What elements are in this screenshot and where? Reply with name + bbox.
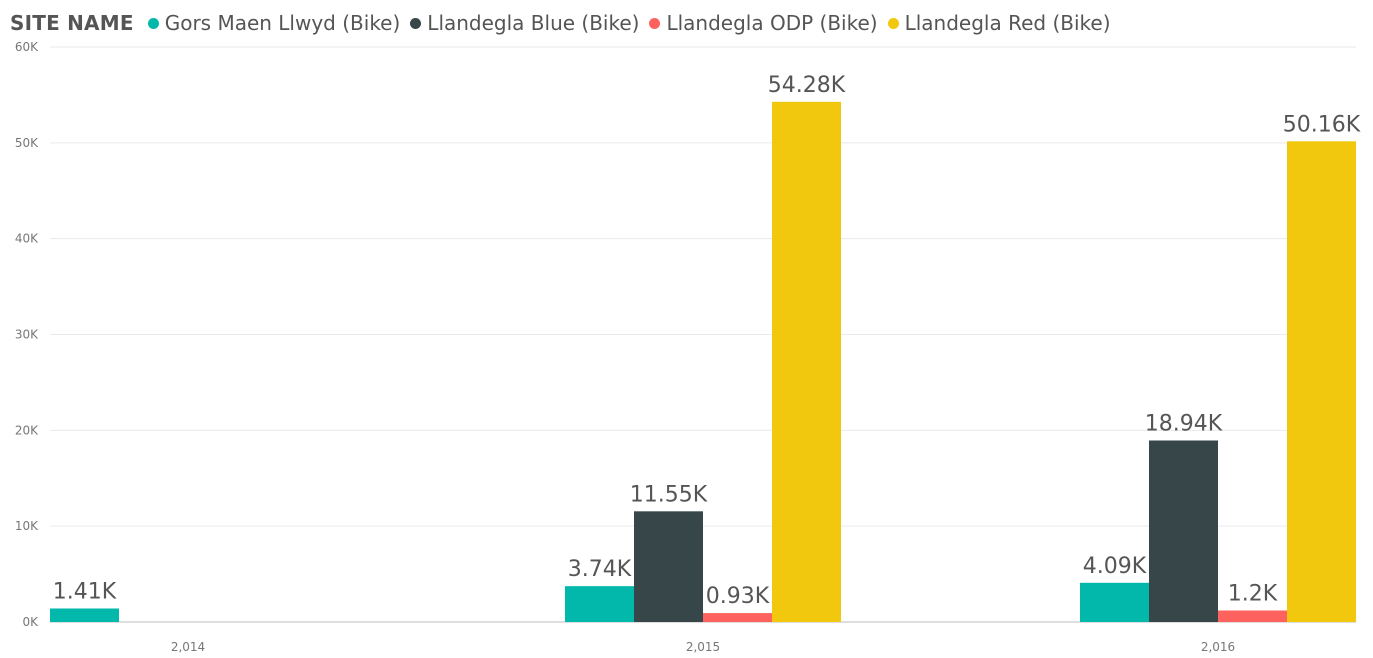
legend-label: Llandegla Blue (Bike) [427,11,640,35]
legend-label: Llandegla Red (Bike) [904,11,1111,35]
y-tick-label: 40K [15,232,39,246]
legend-label: Gors Maen Llwyd (Bike) [164,11,401,35]
data-label: 4.09K [1083,554,1147,579]
data-label: 18.94K [1145,411,1223,436]
legend-swatch [147,17,159,29]
bar[interactable] [634,511,703,622]
bar[interactable] [1287,141,1356,623]
legend-item-llandegla-red[interactable]: Llandegla Red (Bike) [887,11,1111,35]
y-tick-label: 0K [22,615,39,629]
bar[interactable] [50,608,119,622]
data-label: 54.28K [768,73,846,98]
bar[interactable] [1080,582,1149,622]
legend-swatch [887,17,899,29]
y-tick-label: 10K [15,519,39,533]
x-tick-label: 2,015 [686,640,720,654]
x-tick-label: 2,014 [171,640,205,654]
bar[interactable] [1218,610,1287,623]
data-label: 11.55K [630,482,708,507]
data-label: 3.74K [568,557,632,582]
legend-swatch [410,17,422,29]
y-tick-label: 20K [15,423,39,437]
y-tick-label: 50K [15,136,39,150]
legend-swatch [649,17,661,29]
data-label: 1.41K [53,579,117,604]
y-tick-label: 60K [15,40,39,54]
legend-label: Llandegla ODP (Bike) [666,11,878,35]
data-label: 0.93K [706,584,770,609]
y-tick-label: 30K [15,328,39,342]
data-label: 50.16K [1283,112,1361,137]
bar[interactable] [1149,440,1218,622]
data-label: 1.2K [1228,582,1278,607]
legend-title: SITE NAME [10,11,134,35]
bar[interactable] [703,613,772,622]
bar[interactable] [772,101,841,623]
x-tick-label: 2,016 [1201,640,1235,654]
legend-item-llandegla-odp[interactable]: Llandegla ODP (Bike) [649,11,878,35]
legend-item-llandegla-blue[interactable]: Llandegla Blue (Bike) [410,11,639,35]
chart-legend: SITE NAME Gors Maen Llwyd (Bike) Llandeg… [10,8,1121,38]
legend-item-gors-maen-llwyd[interactable]: Gors Maen Llwyd (Bike) [147,11,401,35]
bar[interactable] [565,586,634,622]
